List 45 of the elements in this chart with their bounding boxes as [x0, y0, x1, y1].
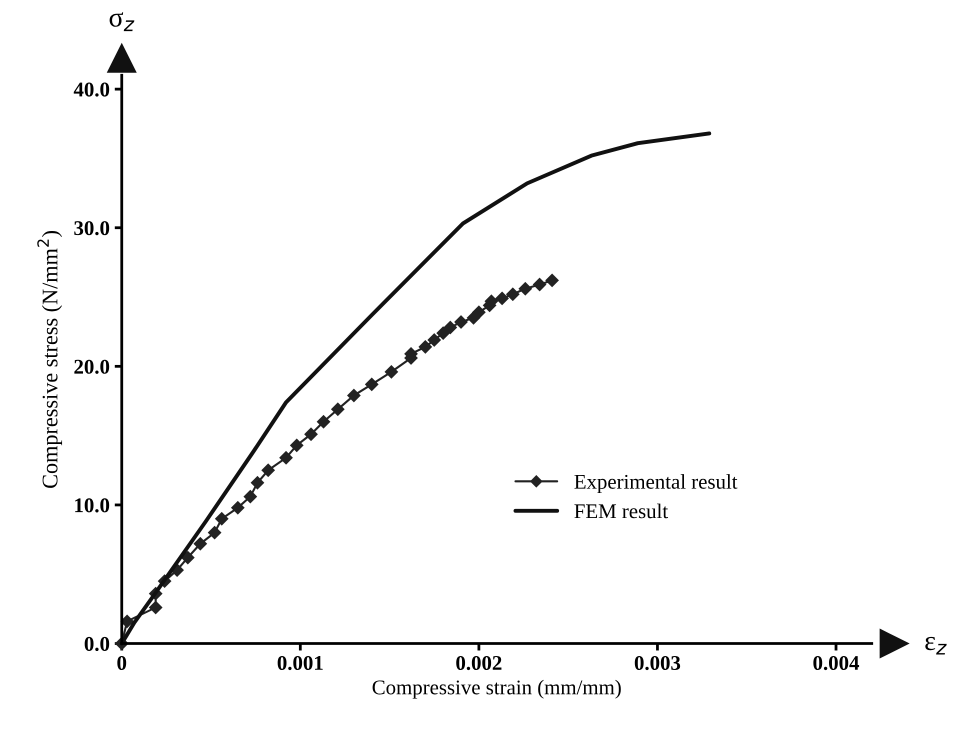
point	[347, 388, 360, 402]
x-tick-label: 0.003	[634, 656, 680, 670]
point	[533, 278, 546, 292]
point	[290, 438, 304, 452]
text: ε$_{z}$	[925, 636, 947, 655]
point	[304, 428, 318, 441]
point	[496, 292, 509, 306]
point	[244, 490, 257, 504]
point	[149, 600, 162, 614]
point	[231, 501, 244, 514]
point	[120, 614, 134, 628]
x-tick-label: 0.001	[278, 656, 323, 670]
x-axis-title: Compressive strain (mm/mm)	[372, 680, 621, 699]
legend-label: Experimental result	[574, 474, 738, 494]
point	[428, 333, 441, 347]
point	[444, 320, 457, 334]
x-tick-label: 0.002	[456, 656, 502, 670]
point	[506, 288, 520, 301]
point	[194, 537, 207, 550]
point	[454, 315, 468, 329]
point	[208, 526, 222, 540]
x-tick-label: 0.004	[813, 656, 860, 670]
point	[279, 451, 293, 464]
point	[436, 326, 450, 340]
y-tick-label: 40.0	[74, 82, 110, 97]
point	[262, 464, 275, 477]
y-tick-label: 20.0	[74, 360, 110, 374]
y-tick-label: 0.0	[84, 636, 110, 652]
point	[418, 340, 432, 354]
point	[250, 476, 264, 490]
point	[365, 378, 378, 391]
point	[181, 551, 194, 564]
point	[546, 274, 559, 287]
point	[316, 415, 330, 428]
x-tick-label: 0	[117, 656, 126, 670]
point	[331, 402, 344, 416]
point	[384, 365, 398, 378]
point	[215, 512, 228, 526]
point	[518, 282, 532, 296]
text: σ$_{z}$	[110, 12, 134, 32]
legend-label: FEM result	[574, 504, 668, 518]
y-axis-title: Compressive stress (N/mm$^{2}$)	[37, 230, 62, 488]
y-tick-label: 10.0	[75, 498, 110, 512]
point	[472, 306, 486, 319]
y-tick-label: 30.0	[74, 221, 110, 236]
